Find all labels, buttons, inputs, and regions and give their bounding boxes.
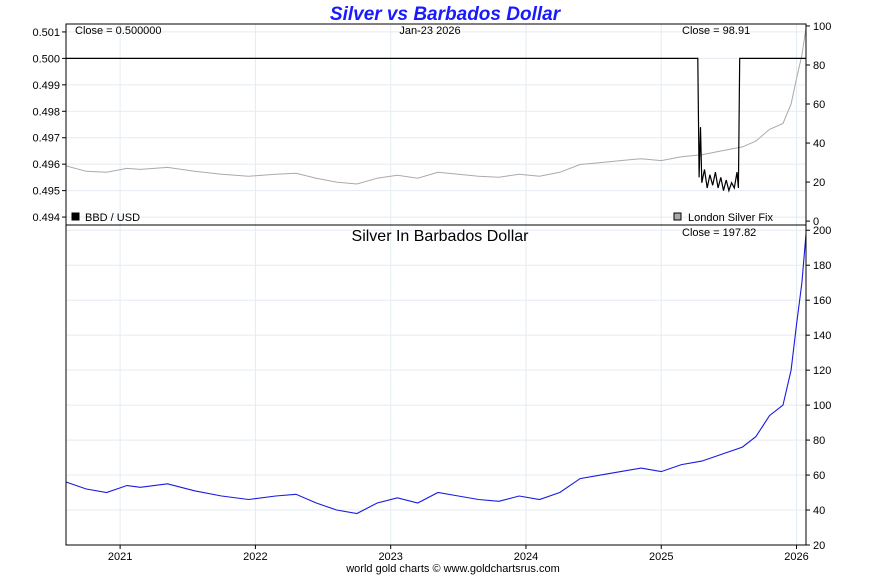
top-left-axis: 0.494 0.495 0.496 0.497 0.498 0.499 0.500 0.501 (32, 27, 66, 224)
top-panel: 0.494 0.495 0.496 0.497 0.498 0.499 0.500 0.501… (32, 21, 831, 228)
left-tick-label-0-494: 0.494 (32, 212, 60, 224)
x-tick-label-2023: 2023 (378, 551, 402, 563)
bottom-close-label: Close = 197.82 (682, 227, 756, 239)
top-right-axis: 0 20 40 60 80 100 (806, 21, 831, 228)
bottom-panel: 20 40 60 80 100 120 140 160 180 200 Silver In Bar… (65, 224, 831, 563)
bottom-panel-frame (65, 224, 807, 546)
bottom-right-tick-label-140: 140 (813, 330, 831, 342)
legend-label-bbd-usd: BBD / USD (85, 212, 140, 224)
legend-swatch-bbd-usd (71, 212, 80, 221)
silver-in-bbd-line (65, 234, 807, 515)
left-tick-label-0-498: 0.498 (32, 106, 60, 118)
legend-swatch-london-silver-fix (673, 212, 682, 221)
bottom-right-tick-label-80: 80 (813, 435, 825, 447)
bottom-panel-title: Silver In Barbados Dollar (352, 228, 530, 245)
x-tick-label-2025: 2025 (649, 551, 673, 563)
bottom-right-tick-label-100: 100 (813, 400, 831, 412)
chart-title: Silver vs Barbados Dollar (330, 4, 562, 25)
bottom-panel-grid (66, 225, 806, 546)
top-right-tick-label-0: 0 (813, 216, 819, 228)
top-panel-grid (66, 24, 806, 225)
left-tick-label-0-495: 0.495 (32, 186, 60, 198)
bottom-right-tick-label-20: 20 (813, 540, 825, 552)
left-tick-label-0-501: 0.501 (32, 27, 60, 39)
left-tick-label-0-500: 0.500 (32, 53, 60, 65)
bottom-right-axis: 20 40 60 80 100 120 140 160 180 200 (806, 225, 831, 552)
bottom-right-tick-label-120: 120 (813, 365, 831, 377)
x-axis: 2021 2022 2023 2024 2025 2026 (108, 545, 809, 563)
bottom-right-tick-label-160: 160 (813, 295, 831, 307)
left-tick-label-0-499: 0.499 (32, 80, 60, 92)
bottom-right-tick-label-40: 40 (813, 505, 825, 517)
bottom-right-tick-label-180: 180 (813, 260, 831, 272)
x-tick-label-2021: 2021 (108, 551, 132, 563)
top-panel-frame (65, 23, 807, 226)
bbd-usd-line (66, 57, 806, 193)
left-tick-label-0-497: 0.497 (32, 133, 60, 145)
left-tick-label-0-496: 0.496 (32, 159, 60, 171)
bottom-right-tick-label-60: 60 (813, 470, 825, 482)
bottom-right-tick-label-200: 200 (813, 225, 831, 237)
top-right-tick-label-80: 80 (813, 60, 825, 72)
x-tick-label-2024: 2024 (514, 551, 538, 563)
x-tick-label-2026: 2026 (784, 551, 808, 563)
london-silver-fix-line (65, 28, 807, 185)
top-right-tick-label-20: 20 (813, 177, 825, 189)
bbd-close-label: Close = 0.500000 (75, 25, 162, 37)
top-right-tick-label-60: 60 (813, 99, 825, 111)
silver-close-label: Close = 98.91 (682, 25, 750, 37)
top-right-tick-label-100: 100 (813, 21, 831, 33)
x-tick-label-2022: 2022 (243, 551, 267, 563)
date-label: Jan-23 2026 (399, 25, 460, 37)
legend-label-london-silver-fix: London Silver Fix (688, 212, 773, 224)
top-right-tick-label-40: 40 (813, 138, 825, 150)
footer-credit: world gold charts © www.goldchartsrus.co… (345, 563, 560, 575)
